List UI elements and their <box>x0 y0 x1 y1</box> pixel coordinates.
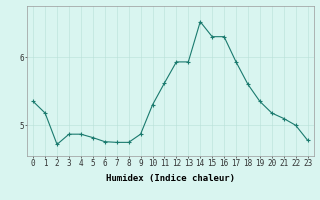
X-axis label: Humidex (Indice chaleur): Humidex (Indice chaleur) <box>106 174 235 183</box>
